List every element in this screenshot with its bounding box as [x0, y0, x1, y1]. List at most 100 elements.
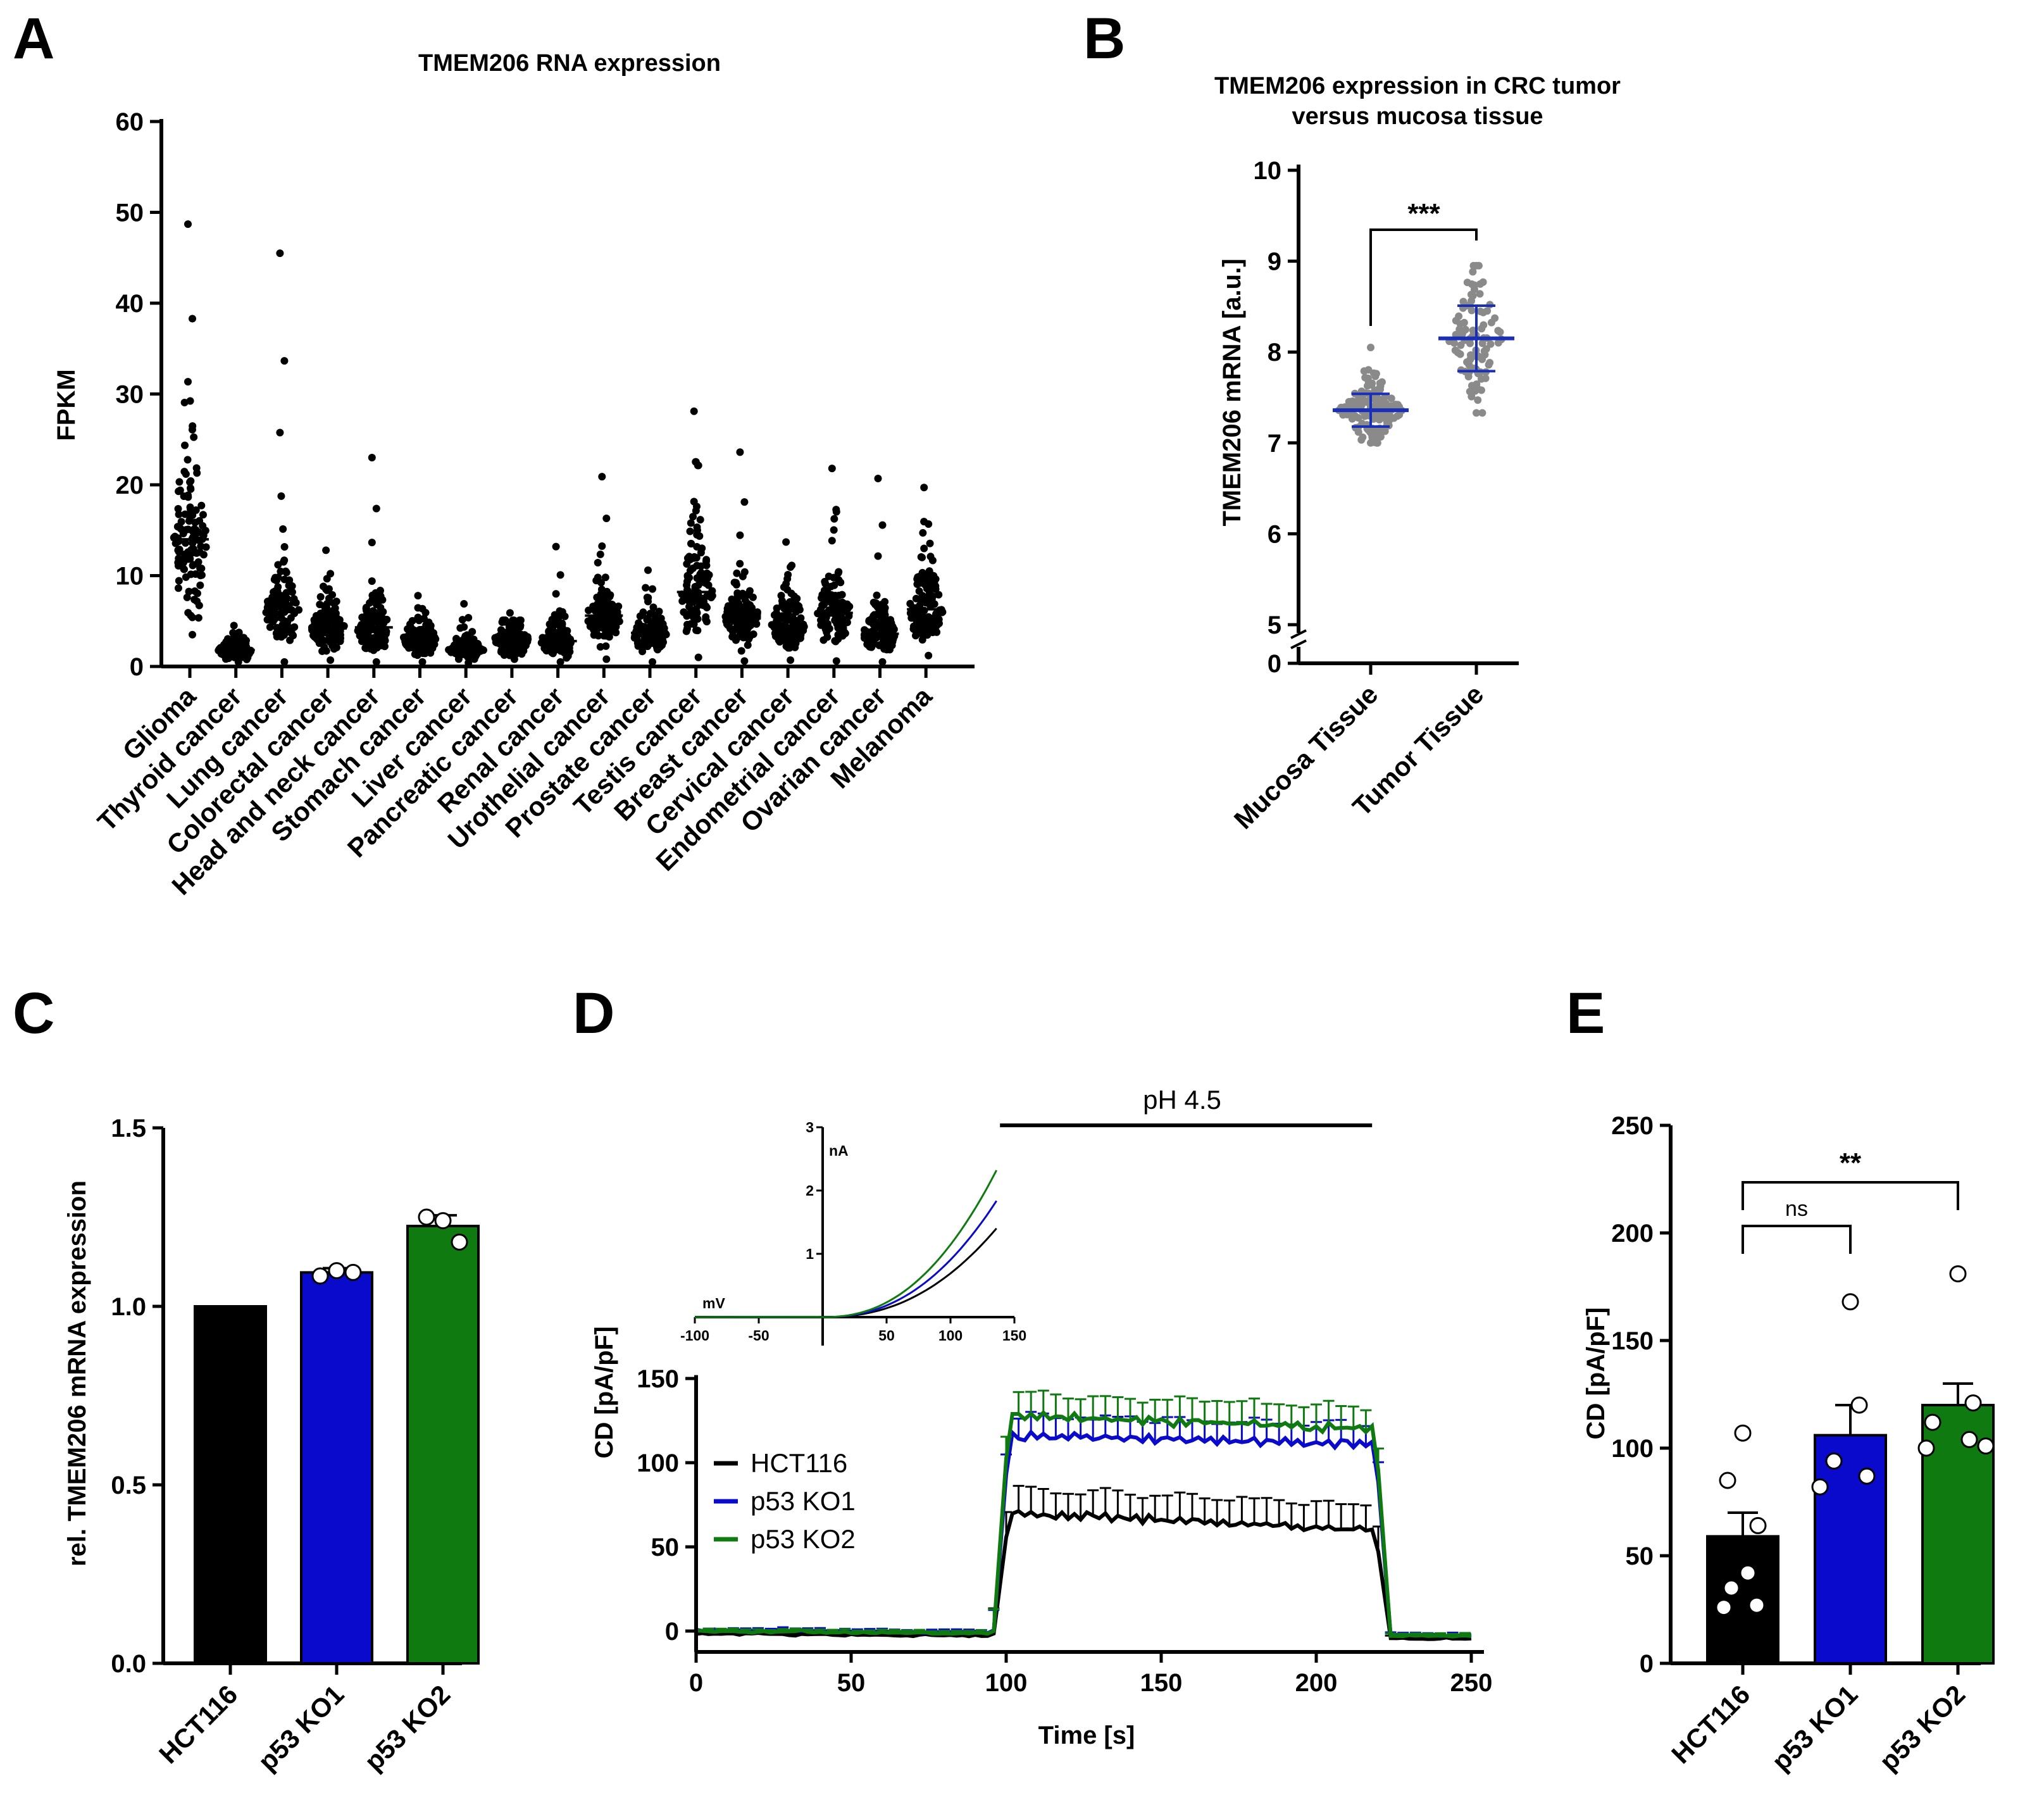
data-point	[1387, 394, 1395, 403]
data-point	[751, 618, 759, 627]
y-tick-label: 9	[1268, 248, 1281, 276]
data-point	[1354, 428, 1362, 436]
data-point	[276, 249, 284, 258]
inset-x-tick-label: 100	[938, 1327, 963, 1344]
data-point	[368, 539, 376, 547]
data-point	[510, 655, 518, 663]
data-point	[328, 1262, 346, 1280]
data-point	[1481, 374, 1490, 382]
data-point	[1455, 312, 1463, 320]
data-point	[182, 573, 190, 581]
data-point	[185, 587, 193, 596]
data-point	[925, 582, 933, 590]
data-point	[1379, 395, 1387, 403]
data-point	[1381, 401, 1389, 410]
data-point	[845, 612, 853, 620]
data-point	[355, 627, 363, 635]
inset-y-label: nA	[829, 1142, 849, 1159]
data-point	[865, 616, 873, 625]
panel-e-letter: E	[1566, 981, 1605, 1046]
data-point	[184, 493, 192, 501]
data-point	[280, 558, 288, 566]
data-point	[740, 622, 748, 630]
panel-c-bars	[194, 1208, 480, 1665]
data-point	[184, 220, 192, 228]
y-tick-label: 0	[665, 1618, 679, 1646]
significance-label: ***	[1407, 198, 1440, 229]
data-point	[281, 627, 289, 635]
data-point	[518, 650, 526, 658]
data-point	[280, 658, 289, 666]
data-point	[316, 593, 325, 601]
data-point	[240, 634, 248, 642]
data-point	[189, 315, 196, 323]
bar	[194, 1305, 267, 1665]
data-point	[738, 572, 747, 580]
data-point	[915, 587, 923, 595]
data-point	[361, 618, 370, 626]
data-point	[932, 621, 940, 629]
data-point	[1476, 307, 1485, 315]
data-point	[317, 635, 325, 644]
inset-x-tick-label: 50	[878, 1327, 895, 1344]
data-point	[1494, 339, 1502, 347]
x-tick-label: 200	[1295, 1669, 1338, 1697]
data-point	[378, 616, 387, 625]
bar	[406, 1225, 480, 1665]
data-point	[194, 558, 203, 566]
data-point	[932, 627, 940, 635]
data-point	[1468, 306, 1476, 315]
data-point	[736, 531, 744, 539]
data-point	[685, 603, 694, 611]
data-point	[1715, 1599, 1733, 1616]
data-point	[418, 658, 427, 666]
data-point	[883, 646, 891, 654]
data-point	[174, 584, 182, 592]
data-point	[174, 504, 182, 513]
data-point	[1473, 380, 1481, 388]
data-point	[464, 659, 473, 667]
data-point	[693, 561, 701, 570]
data-point	[823, 623, 832, 631]
data-point	[361, 629, 370, 637]
data-point	[918, 616, 926, 625]
data-point	[288, 582, 296, 590]
data-point	[556, 658, 564, 666]
data-point	[658, 635, 666, 644]
data-point	[190, 525, 199, 533]
data-point	[325, 594, 333, 603]
panel-d-letter: D	[573, 981, 614, 1046]
panel-e-bars	[1706, 1265, 1995, 1665]
inset-x-tick-label: -50	[748, 1327, 769, 1344]
panel-b-axis-break	[1290, 639, 1307, 649]
data-point	[327, 570, 335, 578]
data-point	[687, 539, 695, 547]
data-point	[420, 646, 428, 654]
data-point	[1723, 1579, 1740, 1597]
data-point	[506, 622, 514, 630]
data-point	[561, 647, 570, 655]
data-point	[736, 560, 744, 568]
data-point	[696, 516, 704, 524]
data-point	[292, 599, 300, 607]
data-point	[920, 606, 928, 615]
y-tick-label: 0	[130, 653, 144, 681]
y-tick-label: 100	[637, 1449, 679, 1477]
panel-b-break-tick-label: 0	[1268, 650, 1281, 678]
data-point	[1977, 1437, 1995, 1455]
data-point	[926, 602, 935, 610]
data-point	[687, 519, 695, 527]
data-point	[563, 654, 571, 662]
data-point	[202, 543, 210, 551]
data-point	[693, 542, 701, 551]
inset-x-tick-label: 150	[1002, 1327, 1026, 1344]
data-point	[915, 579, 923, 587]
data-point	[1858, 1467, 1876, 1485]
data-point	[772, 632, 780, 640]
data-point	[690, 407, 698, 415]
data-point	[408, 624, 416, 632]
data-point	[491, 634, 499, 642]
data-point	[708, 592, 716, 600]
data-point	[368, 591, 377, 599]
y-tick-label: 10	[1254, 157, 1282, 185]
